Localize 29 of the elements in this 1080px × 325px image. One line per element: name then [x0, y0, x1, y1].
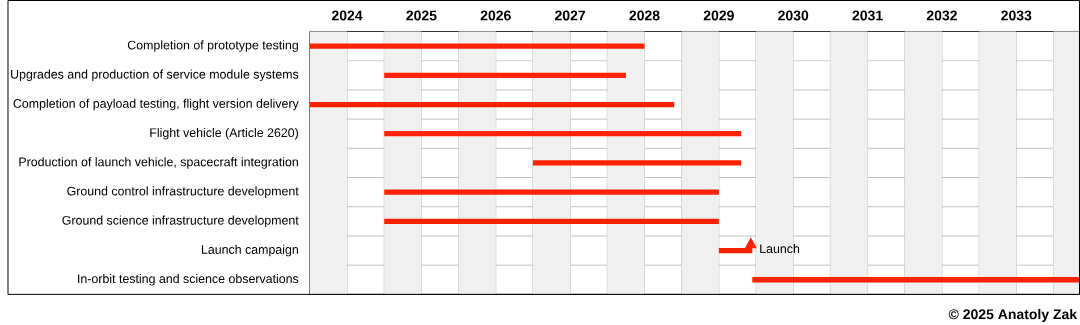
annotation: Launch [760, 243, 800, 253]
text: © 2025 Anatoly Zak [948, 308, 1078, 322]
x-tick-label: 2029 [703, 10, 734, 21]
bar [532, 160, 742, 166]
y-tick-label: Ground control infrastructure development [67, 186, 299, 198]
bar [384, 130, 742, 137]
y-tick-label: Ground science infrastructure development [62, 215, 299, 227]
bar [384, 72, 626, 78]
y-tick-label: Completion of payload testing, flight version delivery [13, 98, 299, 111]
x-tick-label: 2025 [406, 10, 437, 21]
x-tick-label: 2026 [480, 10, 511, 21]
y-tick-label: Completion of prototype testing [127, 40, 298, 52]
y-tick-label: In-orbit testing and science observations [78, 273, 299, 286]
y-tick-label: Production of launch vehicle, spacecraft integration [19, 156, 298, 169]
y-tick-label: Flight vehicle (Article 2620) [150, 127, 298, 140]
x-tick-label: 2033 [1001, 10, 1032, 21]
bar [309, 101, 675, 107]
x-tick-label: 2032 [926, 10, 957, 21]
x-tick-label: 2028 [629, 10, 660, 21]
bar [752, 276, 1080, 283]
bar [384, 218, 719, 224]
y-tick-label: Launch campaign [201, 244, 298, 257]
x-tick-label: 2024 [331, 10, 363, 21]
x-tick-label: 2030 [778, 10, 809, 21]
y-tick-label: Upgrades and production of service module systems [11, 69, 299, 81]
x-tick-label: 2031 [852, 10, 883, 21]
bar [384, 189, 719, 195]
x-tick-label: 2027 [555, 10, 586, 21]
bar [309, 43, 645, 49]
